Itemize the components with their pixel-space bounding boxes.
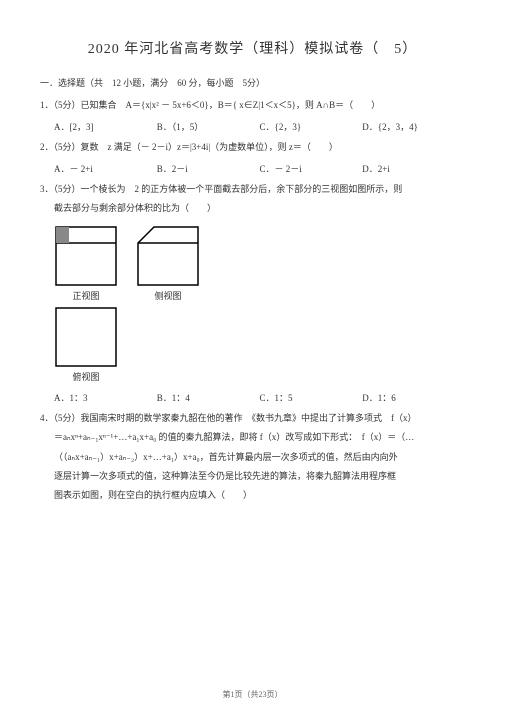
- top-view-svg: [54, 306, 118, 368]
- q2-text: 2．（5分）复数 z 满足（－ 2－i）z＝|3+4i|（为虚数单位），则 z＝…: [40, 139, 465, 156]
- question-3: 3．（5分）一个棱长为 2 的正方体被一个平面截去部分后，余下部分的三视图如图所…: [40, 181, 465, 217]
- q3-opt-b: B．1：4: [157, 391, 260, 404]
- q3-text1: 3．（5分）一个棱长为 2 的正方体被一个平面截去部分后，余下部分的三视图如图所…: [40, 181, 465, 198]
- q2-opt-b: B．2－i: [157, 162, 260, 175]
- q3-options: A．1：3 B．1：4 C．1：5 D．1：6: [54, 391, 465, 404]
- side-view-svg: [136, 225, 200, 287]
- q1-text: 1．（5分）已知集合 A＝{x|x² － 5x+6＜0}，B＝{ x∈Z|1＜x…: [40, 97, 465, 114]
- question-2: 2．（5分）复数 z 满足（－ 2－i）z＝|3+4i|（为虚数单位），则 z＝…: [40, 139, 465, 156]
- side-view-label: 侧视图: [154, 289, 181, 302]
- side-view-box: 侧视图: [136, 225, 200, 302]
- q1-opt-d: D．{2，3，4}: [362, 120, 465, 133]
- question-4: 4．（5分）我国南宋时期的数学家秦九韶在他的著作 《数书九章》中提出了计算多项式…: [40, 410, 465, 503]
- q3-opt-a: A．1：3: [54, 391, 157, 404]
- q4-text3: （（aₙx+aₙ₋₁）x+aₙ₋₂）x+…+a₁）x+a₀，首先计算最内层一次多…: [54, 449, 465, 466]
- q2-options: A．－ 2+i B．2－i C．－ 2－i D．2+i: [54, 162, 465, 175]
- q2-opt-a: A．－ 2+i: [54, 162, 157, 175]
- front-view-box: 正视图: [54, 225, 118, 302]
- page-footer: 第1页（共23页）: [40, 689, 465, 700]
- q1-opt-c: C．{2，3}: [260, 120, 363, 133]
- section-heading: 一．选择题（共 12 小题，满分 60 分，每小题 5分）: [40, 76, 465, 89]
- q1-opt-a: A．[2，3]: [54, 120, 157, 133]
- exam-title: 2020 年河北省高考数学（理科）模拟试卷（ 5）: [40, 38, 465, 58]
- top-view-box: 俯视图: [54, 306, 118, 383]
- q3-opt-d: D．1：6: [362, 391, 465, 404]
- q3-opt-c: C．1：5: [260, 391, 363, 404]
- top-view-label: 俯视图: [72, 370, 99, 383]
- q4-text2: ＝aₙxⁿ+aₙ₋₁xⁿ⁻¹+…+a₁x+a₀ 的值的秦九韶算法，即将 f（x）…: [54, 429, 465, 446]
- q2-opt-d: D．2+i: [362, 162, 465, 175]
- diagram-container: 正视图 侧视图 俯视图: [54, 225, 465, 387]
- q4-text1: 4．（5分）我国南宋时期的数学家秦九韶在他的著作 《数书九章》中提出了计算多项式…: [40, 410, 465, 427]
- question-1: 1．（5分）已知集合 A＝{x|x² － 5x+6＜0}，B＝{ x∈Z|1＜x…: [40, 97, 465, 114]
- q4-text4: 逐层计算一次多项式的值，这种算法至今仍是比较先进的算法，将秦九韶算法用程序框: [54, 468, 465, 485]
- q2-opt-c: C．－ 2－i: [260, 162, 363, 175]
- q3-text2: 截去部分与剩余部分体积的比为（ ）: [54, 200, 465, 217]
- q4-text5: 图表示如图，则在空白的执行框内应填入（ ）: [54, 487, 465, 504]
- front-view-label: 正视图: [72, 289, 99, 302]
- q1-opt-b: B．（1，5）: [157, 120, 260, 133]
- front-view-svg: [54, 225, 118, 287]
- q1-options: A．[2，3] B．（1，5） C．{2，3} D．{2，3，4}: [54, 120, 465, 133]
